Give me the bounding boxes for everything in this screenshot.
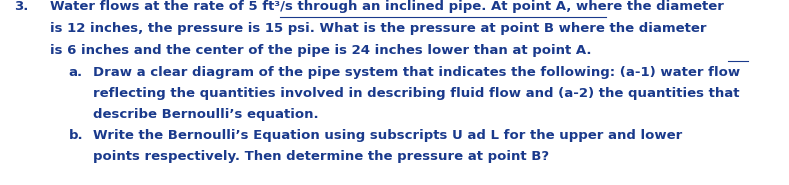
Text: points respectively. Then determine the pressure at point B?: points respectively. Then determine the … bbox=[93, 150, 549, 163]
Text: is 12 inches, the pressure is 15 psi. What is the pressure at point B where the : is 12 inches, the pressure is 15 psi. Wh… bbox=[50, 22, 706, 35]
Text: a.: a. bbox=[69, 66, 83, 79]
Text: 3.: 3. bbox=[14, 0, 28, 13]
Text: Write the Bernoulli’s Equation using subscripts U ad L for the upper and lower: Write the Bernoulli’s Equation using sub… bbox=[93, 129, 682, 142]
Text: b.: b. bbox=[69, 129, 84, 142]
Text: Water flows at the rate of 5 ft³/s through an inclined pipe. At point A, where t: Water flows at the rate of 5 ft³/s throu… bbox=[50, 0, 724, 13]
Text: is 6 inches and the center of the pipe is 24 inches lower than at point A.: is 6 inches and the center of the pipe i… bbox=[50, 44, 591, 57]
Text: reflecting the quantities involved in describing fluid flow and (a-2) the quanti: reflecting the quantities involved in de… bbox=[93, 87, 739, 100]
Text: Draw a clear diagram of the pipe system that indicates the following: (a-1) wate: Draw a clear diagram of the pipe system … bbox=[93, 66, 740, 79]
Text: describe Bernoulli’s equation.: describe Bernoulli’s equation. bbox=[93, 108, 319, 121]
